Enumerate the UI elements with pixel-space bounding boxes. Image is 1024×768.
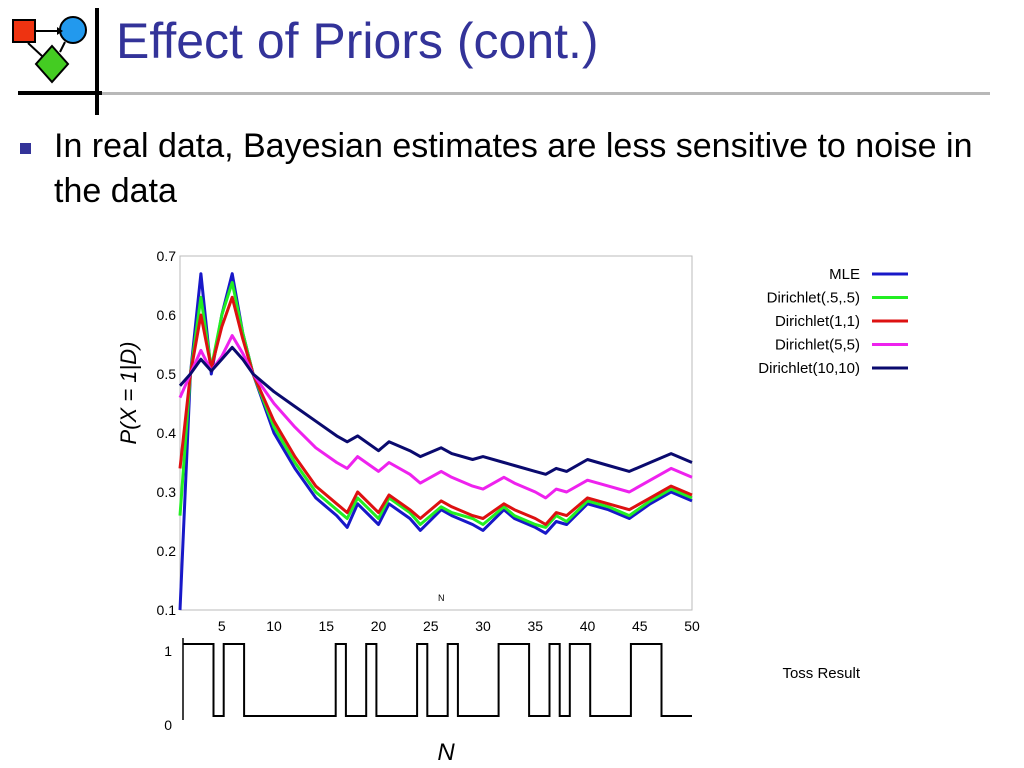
toss-y-tick-label: 1 — [164, 643, 172, 659]
bullet-marker — [20, 143, 31, 154]
y-tick-label: 0.4 — [157, 425, 177, 441]
title-divider-vertical — [95, 8, 99, 115]
title-divider-light — [102, 92, 990, 95]
x-tick-label: 15 — [318, 618, 334, 634]
x-tick-label: 50 — [684, 618, 700, 634]
x-tick-label: 30 — [475, 618, 491, 634]
x-tick-label: 45 — [632, 618, 648, 634]
page-title: Effect of Priors (cont.) — [116, 13, 599, 69]
x-tick-label: 40 — [580, 618, 596, 634]
y-tick-label: 0.5 — [157, 366, 177, 382]
x-tick-label: 25 — [423, 618, 439, 634]
x-tick-label: 35 — [527, 618, 543, 634]
green-diamond-icon — [34, 44, 70, 84]
x-tick-label: 20 — [371, 618, 387, 634]
bullet-text: In real data, Bayesian estimates are les… — [54, 127, 973, 210]
y-tick-label: 0.2 — [157, 543, 177, 559]
toss-result-step-line — [183, 643, 692, 717]
legend-label: Dirichlet(5,5) — [775, 337, 860, 354]
series-line — [178, 281, 693, 529]
legend-label: MLE — [829, 266, 860, 283]
plot-annotation: N — [438, 593, 445, 603]
series-line — [178, 295, 693, 526]
y-tick-label: 0.3 — [157, 484, 177, 500]
legend-label: Dirichlet(10,10) — [758, 360, 860, 377]
y-axis-label: P(X = 1|D) — [116, 342, 141, 445]
x-tick-label: 10 — [266, 618, 282, 634]
toss-y-tick-label: 0 — [164, 717, 172, 733]
logo — [12, 16, 87, 84]
x-tick-label: 5 — [218, 618, 226, 634]
series-line — [178, 345, 693, 476]
legend-label: Dirichlet(.5,.5) — [767, 290, 860, 307]
title-divider-dark — [18, 91, 102, 95]
y-tick-label: 0.1 — [157, 602, 177, 618]
toss-result-label: Toss Result — [782, 665, 860, 682]
plot-frame — [179, 255, 693, 611]
legend-label: Dirichlet(1,1) — [775, 313, 860, 330]
series-line — [178, 334, 693, 500]
y-tick-label: 0.7 — [157, 248, 177, 264]
x-axis-label: N — [437, 739, 455, 766]
series-line — [178, 272, 693, 611]
y-tick-label: 0.6 — [157, 307, 177, 323]
